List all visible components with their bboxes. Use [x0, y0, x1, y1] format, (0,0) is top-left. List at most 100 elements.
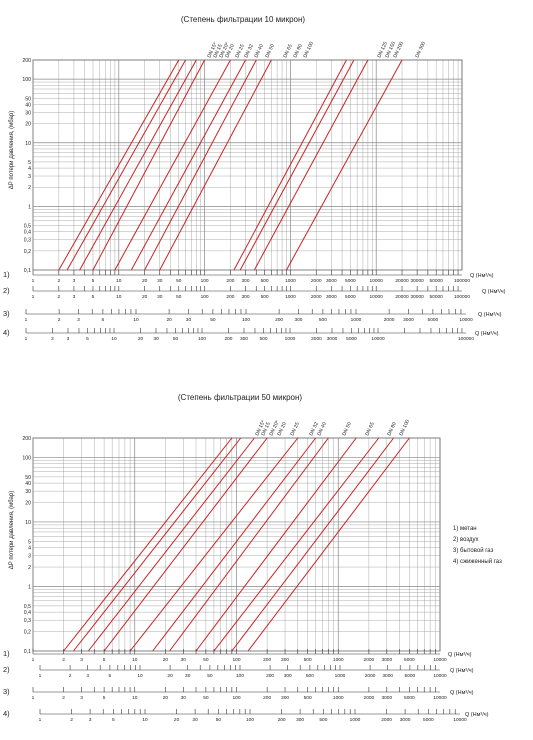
legend-item-2: 2) воздух: [453, 537, 479, 543]
series-line: [103, 437, 268, 652]
scale-tick-label: 200: [263, 657, 271, 663]
y-tick-label: 100: [22, 77, 31, 83]
scale-tick-label: 300: [296, 717, 304, 723]
scale-number: 3): [3, 687, 10, 696]
scale-tick-label: 2: [58, 317, 61, 323]
scale-tick-label: 3000: [403, 317, 414, 323]
scale-tick-label: 2000: [364, 695, 375, 701]
scale-tick-label: 1: [25, 317, 28, 323]
y-tick-label: 0,3: [24, 238, 31, 244]
scale-tick-label: 20000: [395, 278, 409, 284]
scale-tick-label: 50: [173, 336, 179, 342]
scale-unit: Q (Нм³/ч): [478, 312, 502, 318]
scale-tick-label: 200: [224, 336, 232, 342]
scale-tick-label: 20: [142, 294, 148, 300]
y-tick-label: 20: [25, 122, 31, 128]
scale-tick-label: 1: [39, 717, 42, 723]
scale-tick-label: 3000: [381, 695, 392, 701]
scale-tick-label: 3: [80, 657, 83, 663]
y-tick-label: 100: [22, 455, 31, 461]
scale-tick-label: 1: [32, 657, 35, 663]
y-tick-label: 0,5: [24, 224, 31, 230]
scale-tick-label: 50: [176, 278, 182, 284]
y-tick-label: 10: [25, 520, 31, 526]
series-label: DN 100: [302, 41, 315, 59]
scale-number: 1): [3, 649, 10, 658]
legend-item-4: 4) сжиженный газ: [453, 558, 502, 565]
scale-tick-label: 2: [69, 673, 72, 679]
flow-scale-4: 4) 1 2 3 5 10 20 30 50 100 200 300 500 1000 2000 3000 50…: [3, 709, 489, 723]
scale-tick-label: 100: [201, 294, 209, 300]
scale-tick-label: 10: [132, 695, 138, 701]
series-line: [195, 437, 357, 652]
flow-scale-4: 4) 1 2 3 5 10 20 30 50 100 200 300 500 1000 2000 3000 50…: [3, 328, 499, 342]
y-tick-label: 200: [22, 58, 31, 64]
scale-unit: Q (Нм³/ч): [470, 273, 494, 279]
scale-tick-label: 10: [111, 336, 117, 342]
y-tick-label: 0,5: [24, 604, 31, 610]
y-tick-label: 2: [28, 565, 31, 571]
y-tick-label: 20: [25, 501, 31, 507]
scale-tick-label: 20: [166, 317, 172, 323]
series-line: [152, 437, 317, 652]
scale-tick-label: 3000: [381, 657, 392, 663]
scale-unit: Q (Нм³/ч): [465, 712, 489, 718]
scale-tick-label: 300: [294, 317, 302, 323]
scale-tick-label: 5000: [428, 317, 439, 323]
series-line: [129, 437, 299, 652]
series-line: [213, 437, 380, 652]
scale-tick-label: 200: [263, 695, 271, 701]
y-tick-label: 0,3: [24, 618, 31, 624]
scale-tick-label: 3000: [327, 336, 338, 342]
scale-tick-label: 3: [86, 673, 89, 679]
series-label: DN 65: [364, 421, 376, 437]
scale-tick-label: 1000: [333, 657, 344, 663]
scale-tick-label: 30000: [410, 278, 424, 284]
scale-tick-label: 30: [192, 717, 198, 723]
scale-tick-label: 300: [242, 278, 250, 284]
series-label: DN 40: [253, 43, 265, 59]
scale-tick-label: 5000: [345, 278, 356, 284]
series-label: DN 50: [341, 421, 353, 437]
scale-tick-label: 5: [92, 294, 95, 300]
scale-tick-label: 1: [39, 673, 42, 679]
y-tick-label: 0,2: [24, 630, 31, 636]
scale-tick-label: 500: [261, 278, 269, 284]
scale-tick-label: 10: [142, 717, 148, 723]
scale-tick-label: 3: [80, 695, 83, 701]
scale-unit: Q (Нм³/ч): [450, 690, 474, 696]
scale-tick-label: 2: [62, 657, 65, 663]
scale-tick-label: 20: [163, 657, 169, 663]
y-tick-label: 10: [25, 141, 31, 147]
scale-tick-label: 500: [319, 717, 327, 723]
scale-tick-label: 1: [32, 294, 35, 300]
scale-tick-label: 300: [240, 336, 248, 342]
scale-unit: Q (Нм³/ч): [450, 668, 474, 674]
scale-tick-label: 3: [67, 336, 70, 342]
series-line: [253, 59, 369, 271]
scale-tick-label: 500: [304, 695, 312, 701]
scale-tick-label: 1000: [335, 673, 346, 679]
scale-tick-label: 10000: [453, 717, 467, 723]
scale-tick-label: 200: [275, 317, 283, 323]
flow-scale-3: 3) 1 2 3 5 10 20 30 50 100 200 300 500 1000 2000 3000 50…: [3, 687, 474, 701]
series-label: DN 32: [243, 43, 255, 59]
scale-tick-label: 5: [92, 278, 95, 284]
scale-tick-label: 1: [32, 695, 35, 701]
scale-tick-label: 10000: [433, 695, 447, 701]
scale-tick-label: 50: [176, 294, 182, 300]
scale-tick-label: 1000: [285, 278, 296, 284]
scale-tick-label: 5000: [345, 294, 356, 300]
series-label: DN 300: [414, 41, 427, 59]
scale-tick-label: 5: [103, 695, 106, 701]
scale-tick-label: 500: [304, 657, 312, 663]
scale-tick-label: 100000: [454, 278, 470, 284]
scale-tick-label: 1: [25, 336, 28, 342]
series-label: DN 50: [264, 43, 276, 59]
scale-tick-label: 20: [138, 336, 144, 342]
scale-tick-label: 500: [319, 317, 327, 323]
scale-tick-label: 1000: [285, 336, 296, 342]
scale-tick-label: 5000: [423, 717, 434, 723]
scale-tick-label: 100: [242, 317, 250, 323]
y-tick-label: 0,2: [24, 249, 31, 255]
